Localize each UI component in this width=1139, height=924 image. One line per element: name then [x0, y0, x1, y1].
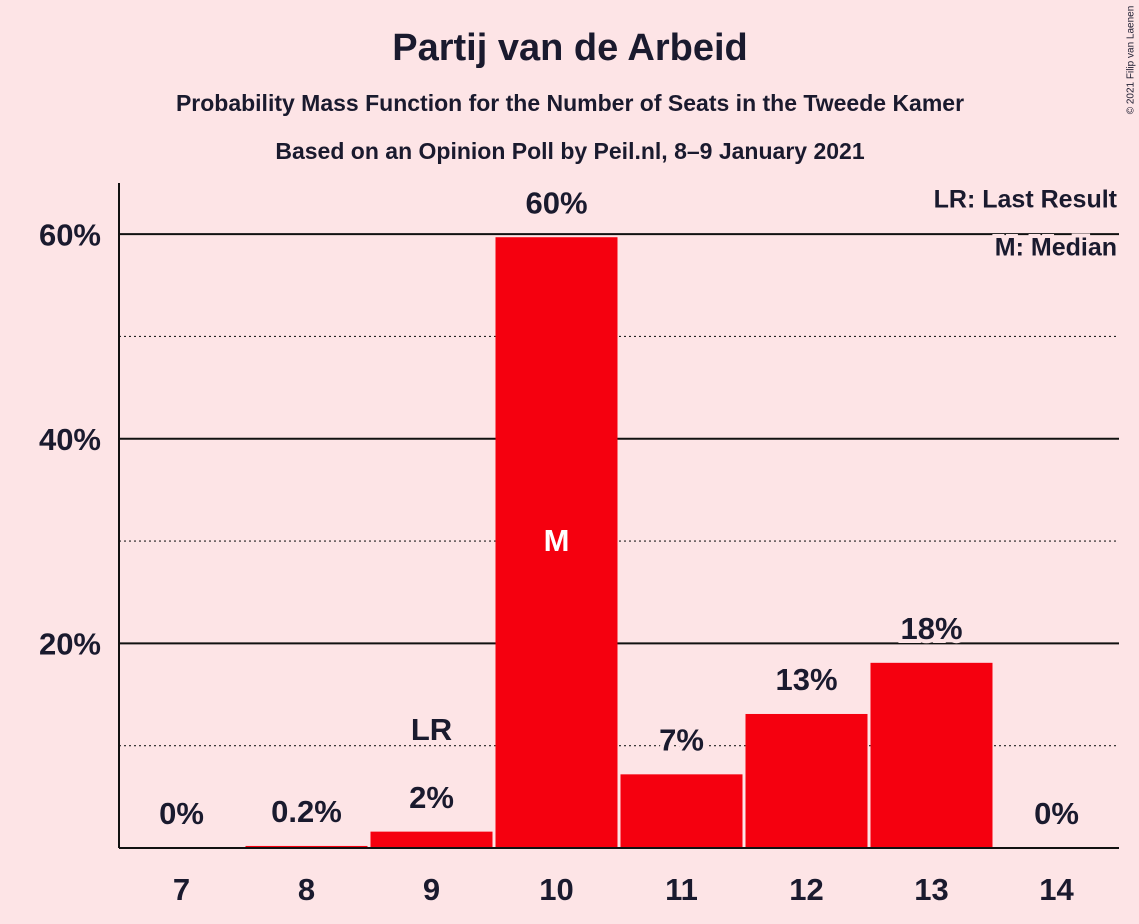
legend-entry: M: Median — [995, 234, 1117, 262]
y-tick-label: 20% — [39, 627, 101, 662]
legend-entry: LR: Last Result — [934, 186, 1118, 214]
bar — [245, 845, 368, 848]
value-label: 0% — [159, 796, 204, 831]
y-tick-label: 60% — [39, 217, 101, 252]
bar — [495, 237, 618, 848]
bar — [370, 831, 493, 848]
x-tick-label: 11 — [665, 872, 698, 907]
bar — [745, 713, 868, 848]
chart-title: Partij van de Arbeid — [392, 27, 747, 69]
bar — [870, 662, 993, 848]
x-tick-label: 10 — [539, 872, 573, 907]
x-tick-label: 9 — [423, 872, 440, 907]
chart-subtitle: Probability Mass Function for the Number… — [176, 90, 964, 116]
grid — [119, 233, 1119, 747]
value-label: 2% — [409, 780, 454, 815]
value-label: 60% — [525, 185, 587, 220]
x-tick-label: 14 — [1039, 872, 1074, 907]
y-tick-label: 40% — [39, 422, 101, 457]
x-tick-label: 12 — [789, 872, 823, 907]
value-label: 7% — [659, 723, 704, 758]
value-label: 13% — [775, 662, 837, 697]
x-tick-label: 7 — [173, 872, 190, 907]
bar — [620, 774, 743, 848]
value-label: 0% — [1034, 796, 1079, 831]
x-tick-label: 8 — [298, 872, 315, 907]
chart-subtitle: Based on an Opinion Poll by Peil.nl, 8–9… — [275, 138, 864, 164]
x-tick-label: 13 — [914, 872, 948, 907]
value-label: 18% — [900, 611, 962, 646]
annotation: M — [544, 523, 570, 558]
value-label: 0.2% — [271, 794, 342, 829]
copyright: © 2021 Filip van Laenen — [1126, 6, 1137, 115]
annotation: LR — [411, 712, 452, 747]
marks — [245, 237, 993, 848]
